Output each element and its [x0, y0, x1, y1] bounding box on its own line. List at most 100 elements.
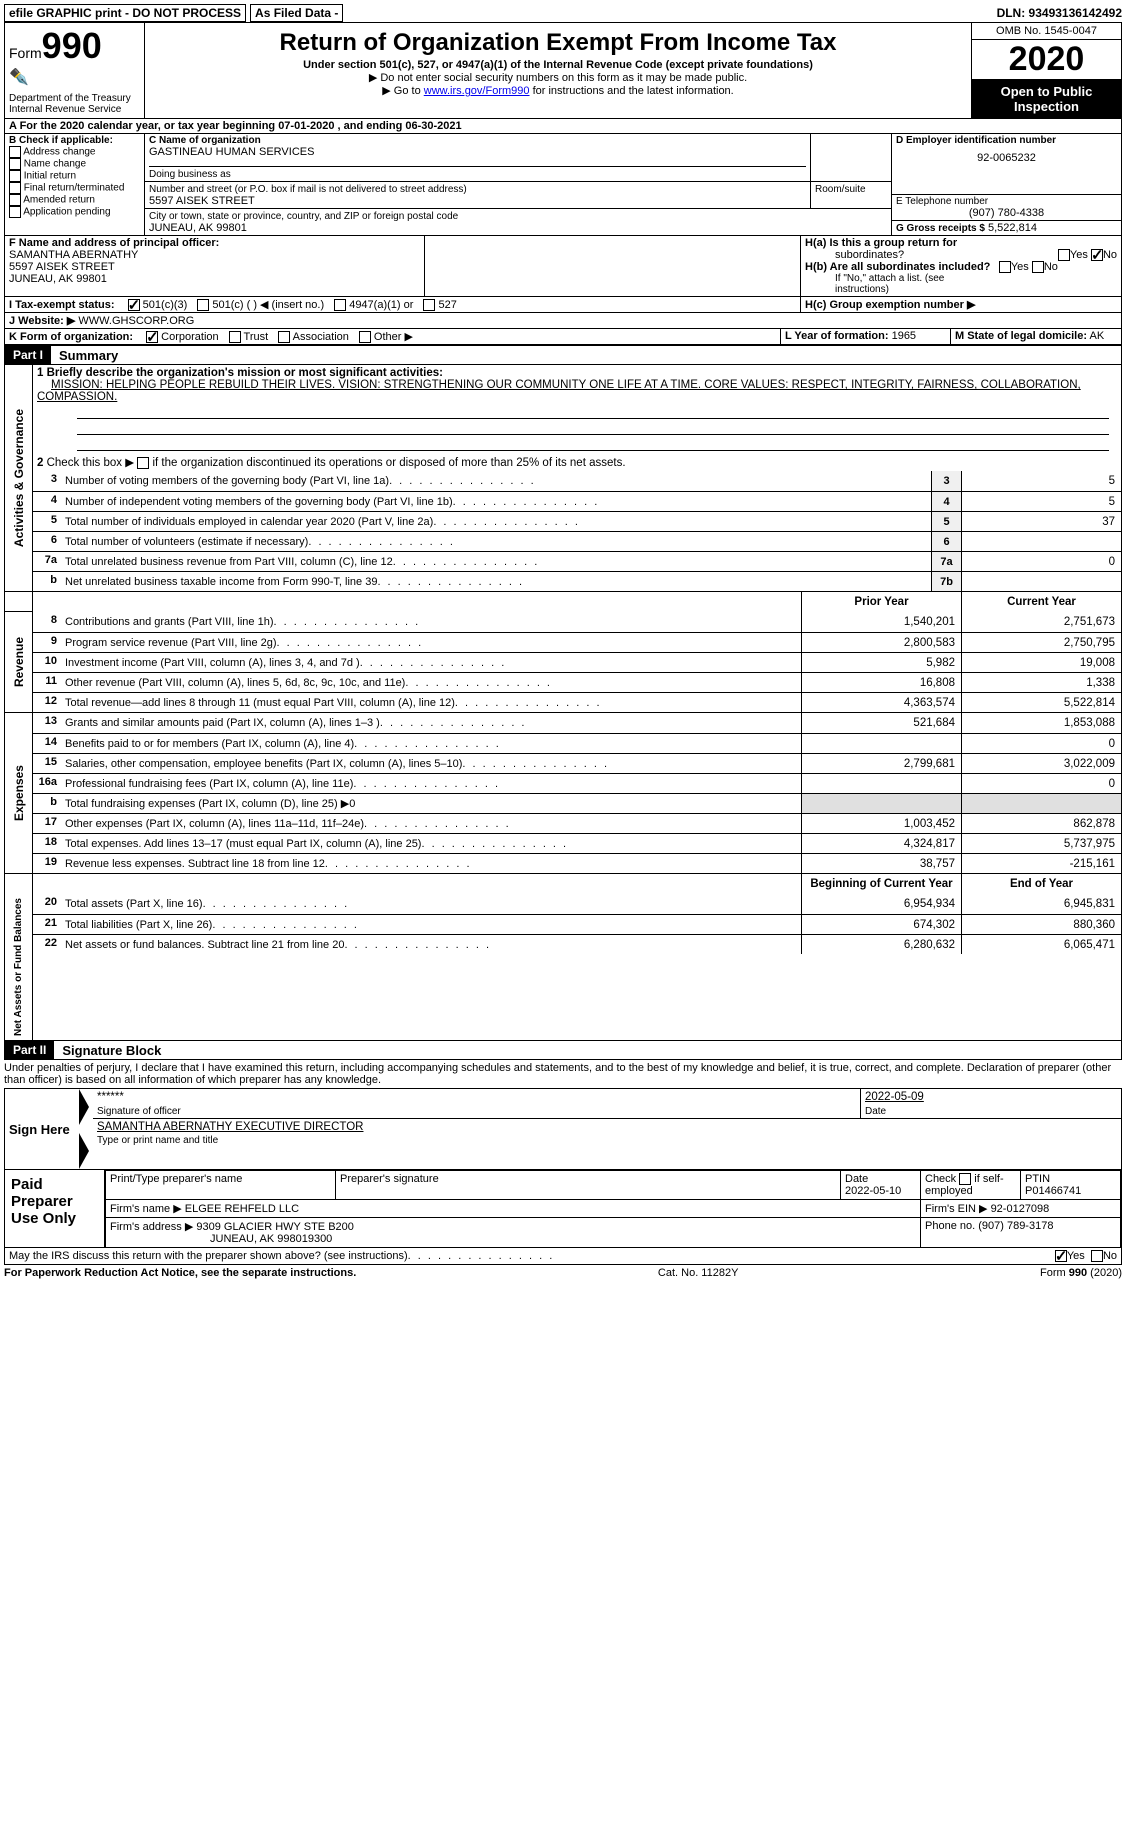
city-value: JUNEAU, AK 99801 — [149, 222, 247, 234]
website-value: WWW.GHSCORP.ORG — [78, 315, 194, 327]
line-row: 6Total number of volunteers (estimate if… — [33, 531, 1121, 551]
discuss-no-checkbox[interactable] — [1091, 1250, 1103, 1262]
line-2-text: Check this box ▶ if the organization dis… — [47, 457, 626, 469]
line-i-label: I Tax-exempt status: — [9, 299, 115, 311]
tax-status-checkbox[interactable] — [128, 299, 140, 311]
form-label: Form — [9, 45, 42, 61]
irs-label: Internal Revenue Service — [9, 104, 140, 115]
firm-name: ELGEE REHFELD LLC — [185, 1203, 299, 1215]
gov-section-label: Activities & Governance — [10, 405, 28, 551]
dba-label: Doing business as — [149, 166, 806, 180]
box-e-label: E Telephone number — [896, 196, 1117, 207]
box-c-label: C Name of organization — [149, 135, 806, 146]
line-a: A For the 2020 calendar year, or tax yea… — [5, 119, 466, 133]
line-row: 13Grants and similar amounts paid (Part … — [33, 713, 1121, 733]
omb-number: OMB No. 1545-0047 — [972, 23, 1121, 40]
checkbox[interactable] — [9, 170, 21, 182]
year-formation: 1965 — [892, 330, 916, 342]
page-footer: For Paperwork Reduction Act Notice, see … — [4, 1265, 1122, 1281]
phone-value: (907) 780-4338 — [896, 207, 1117, 219]
prep-date: 2022-05-10 — [845, 1185, 901, 1197]
hb-no-checkbox[interactable] — [1032, 261, 1044, 273]
tax-status-checkbox[interactable] — [334, 299, 346, 311]
prior-year-header: Prior Year — [801, 592, 961, 612]
line-j-label: J Website: ▶ — [9, 315, 75, 327]
irs-link[interactable]: www.irs.gov/Form990 — [424, 85, 530, 97]
checkbox[interactable] — [9, 146, 21, 158]
sig-date-label: Date — [861, 1105, 1121, 1119]
inspection-label: Open to Public Inspection — [972, 80, 1121, 118]
line-row: 3Number of voting members of the governi… — [33, 471, 1121, 491]
org-form-checkbox[interactable] — [359, 331, 371, 343]
h-a-label: H(a) Is this a group return for — [805, 237, 957, 249]
paid-preparer-block: Paid Preparer Use Only Print/Type prepar… — [4, 1170, 1122, 1248]
line-row: 8Contributions and grants (Part VIII, li… — [33, 612, 1121, 632]
street-label: Number and street (or P.O. box if mail i… — [149, 184, 467, 195]
mission-text: MISSION: HELPING PEOPLE REBUILD THEIR LI… — [37, 379, 1081, 403]
top-bar: efile GRAPHIC print - DO NOT PROCESS As … — [4, 4, 1122, 22]
street-value: 5597 AISEK STREET — [149, 195, 255, 207]
ha-no-checkbox[interactable] — [1091, 249, 1103, 261]
form-subtitle: Under section 501(c), 527, or 4947(a)(1)… — [153, 59, 963, 71]
netassets-section-label: Net Assets or Fund Balances — [11, 894, 26, 1040]
ein-value: 92-0065232 — [896, 152, 1117, 164]
line-row: 9Program service revenue (Part VIII, lin… — [33, 632, 1121, 652]
dln-label: DLN: 93493136142492 — [997, 6, 1122, 20]
paid-preparer-label: Paid Preparer Use Only — [5, 1170, 105, 1247]
line-row: 22Net assets or fund balances. Subtract … — [33, 934, 1121, 954]
checkbox[interactable] — [9, 182, 21, 194]
line-row: 17Other expenses (Part IX, column (A), l… — [33, 813, 1121, 833]
expenses-section-label: Expenses — [10, 761, 28, 825]
box-b-title: B Check if applicable: — [9, 135, 140, 146]
line-row: 14Benefits paid to or for members (Part … — [33, 733, 1121, 753]
asfiled-label: As Filed Data - — [250, 4, 343, 22]
line-row: 4Number of independent voting members of… — [33, 491, 1121, 511]
firm-addr1: 9309 GLACIER HWY STE B200 — [196, 1221, 354, 1233]
ha-yes-checkbox[interactable] — [1058, 249, 1070, 261]
form-note1: ▶ Do not enter social security numbers o… — [153, 71, 963, 84]
line-l-label: L Year of formation: — [785, 330, 889, 342]
line-2-checkbox[interactable] — [137, 457, 149, 469]
hb-yes-checkbox[interactable] — [999, 261, 1011, 273]
line-row: bNet unrelated business taxable income f… — [33, 571, 1121, 591]
discuss-row: May the IRS discuss this return with the… — [4, 1248, 1122, 1265]
part-1-header: Part I Summary — [4, 345, 1122, 365]
checkbox[interactable] — [9, 194, 21, 206]
line-k-label: K Form of organization: — [9, 331, 133, 343]
efile-label: efile GRAPHIC print - DO NOT PROCESS — [4, 4, 246, 22]
officer-name: SAMANTHA ABERNATHY — [9, 249, 138, 261]
sig-stars: ****** — [93, 1089, 860, 1105]
city-label: City or town, state or province, country… — [149, 211, 458, 222]
part-2-header: Part II Signature Block — [4, 1041, 1122, 1060]
line-row: 20Total assets (Part X, line 16)6,954,93… — [33, 894, 1121, 914]
tax-status-checkbox[interactable] — [423, 299, 435, 311]
line-row: bTotal fundraising expenses (Part IX, co… — [33, 793, 1121, 813]
arrow-icon — [79, 1133, 89, 1169]
line-row: 21Total liabilities (Part X, line 26)674… — [33, 914, 1121, 934]
checkbox[interactable] — [9, 206, 21, 218]
org-form-checkbox[interactable] — [146, 331, 158, 343]
org-form-checkbox[interactable] — [278, 331, 290, 343]
perjury-text: Under penalties of perjury, I declare th… — [4, 1060, 1122, 1089]
h-b-label: H(b) Are all subordinates included? — [805, 261, 990, 273]
self-employed-checkbox[interactable] — [959, 1173, 971, 1185]
org-form-checkbox[interactable] — [229, 331, 241, 343]
checkbox[interactable] — [9, 158, 21, 170]
line-row: 15Salaries, other compensation, employee… — [33, 753, 1121, 773]
end-year-header: End of Year — [961, 874, 1121, 894]
dept-label: Department of the Treasury — [9, 93, 140, 104]
officer-printed-name: SAMANTHA ABERNATHY EXECUTIVE DIRECTOR — [93, 1119, 1121, 1135]
tax-year: 2020 — [972, 40, 1121, 80]
line-row: 11Other revenue (Part VIII, column (A), … — [33, 672, 1121, 692]
officer-name-label: Type or print name and title — [93, 1135, 1121, 1146]
beg-year-header: Beginning of Current Year — [801, 874, 961, 894]
tax-status-checkbox[interactable] — [197, 299, 209, 311]
firm-ein: 92-0127098 — [991, 1203, 1050, 1215]
box-f-label: F Name and address of principal officer: — [9, 237, 219, 249]
discuss-yes-checkbox[interactable] — [1055, 1250, 1067, 1262]
state-domicile: AK — [1089, 330, 1104, 342]
room-label: Room/suite — [815, 184, 866, 195]
gross-receipts: 5,522,814 — [988, 222, 1037, 234]
form-note2: ▶ Go to www.irs.gov/Form990 for instruct… — [153, 84, 963, 97]
firm-phone: (907) 789-3178 — [978, 1220, 1053, 1232]
